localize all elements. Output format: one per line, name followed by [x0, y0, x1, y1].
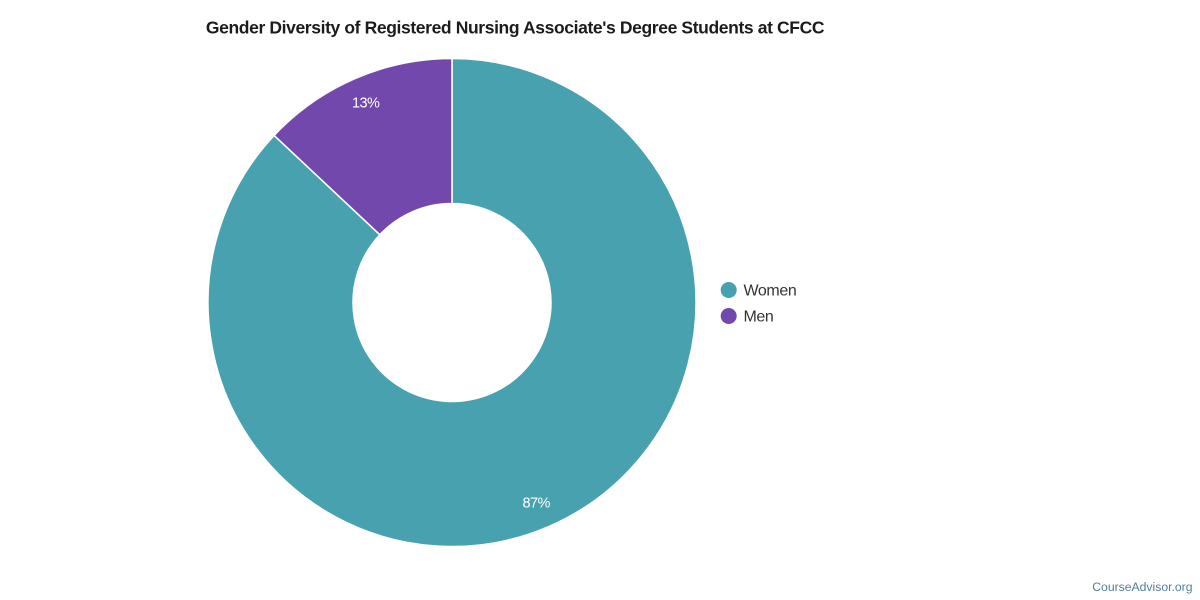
svg-text:87%: 87% — [523, 495, 551, 511]
svg-text:Women: Women — [744, 283, 797, 300]
svg-text:Men: Men — [744, 309, 774, 326]
svg-text:CourseAdvisor.org: CourseAdvisor.org — [1092, 580, 1192, 594]
svg-text:13%: 13% — [352, 96, 380, 112]
svg-text:Gender Diversity of Registered: Gender Diversity of Registered Nursing A… — [206, 18, 825, 38]
